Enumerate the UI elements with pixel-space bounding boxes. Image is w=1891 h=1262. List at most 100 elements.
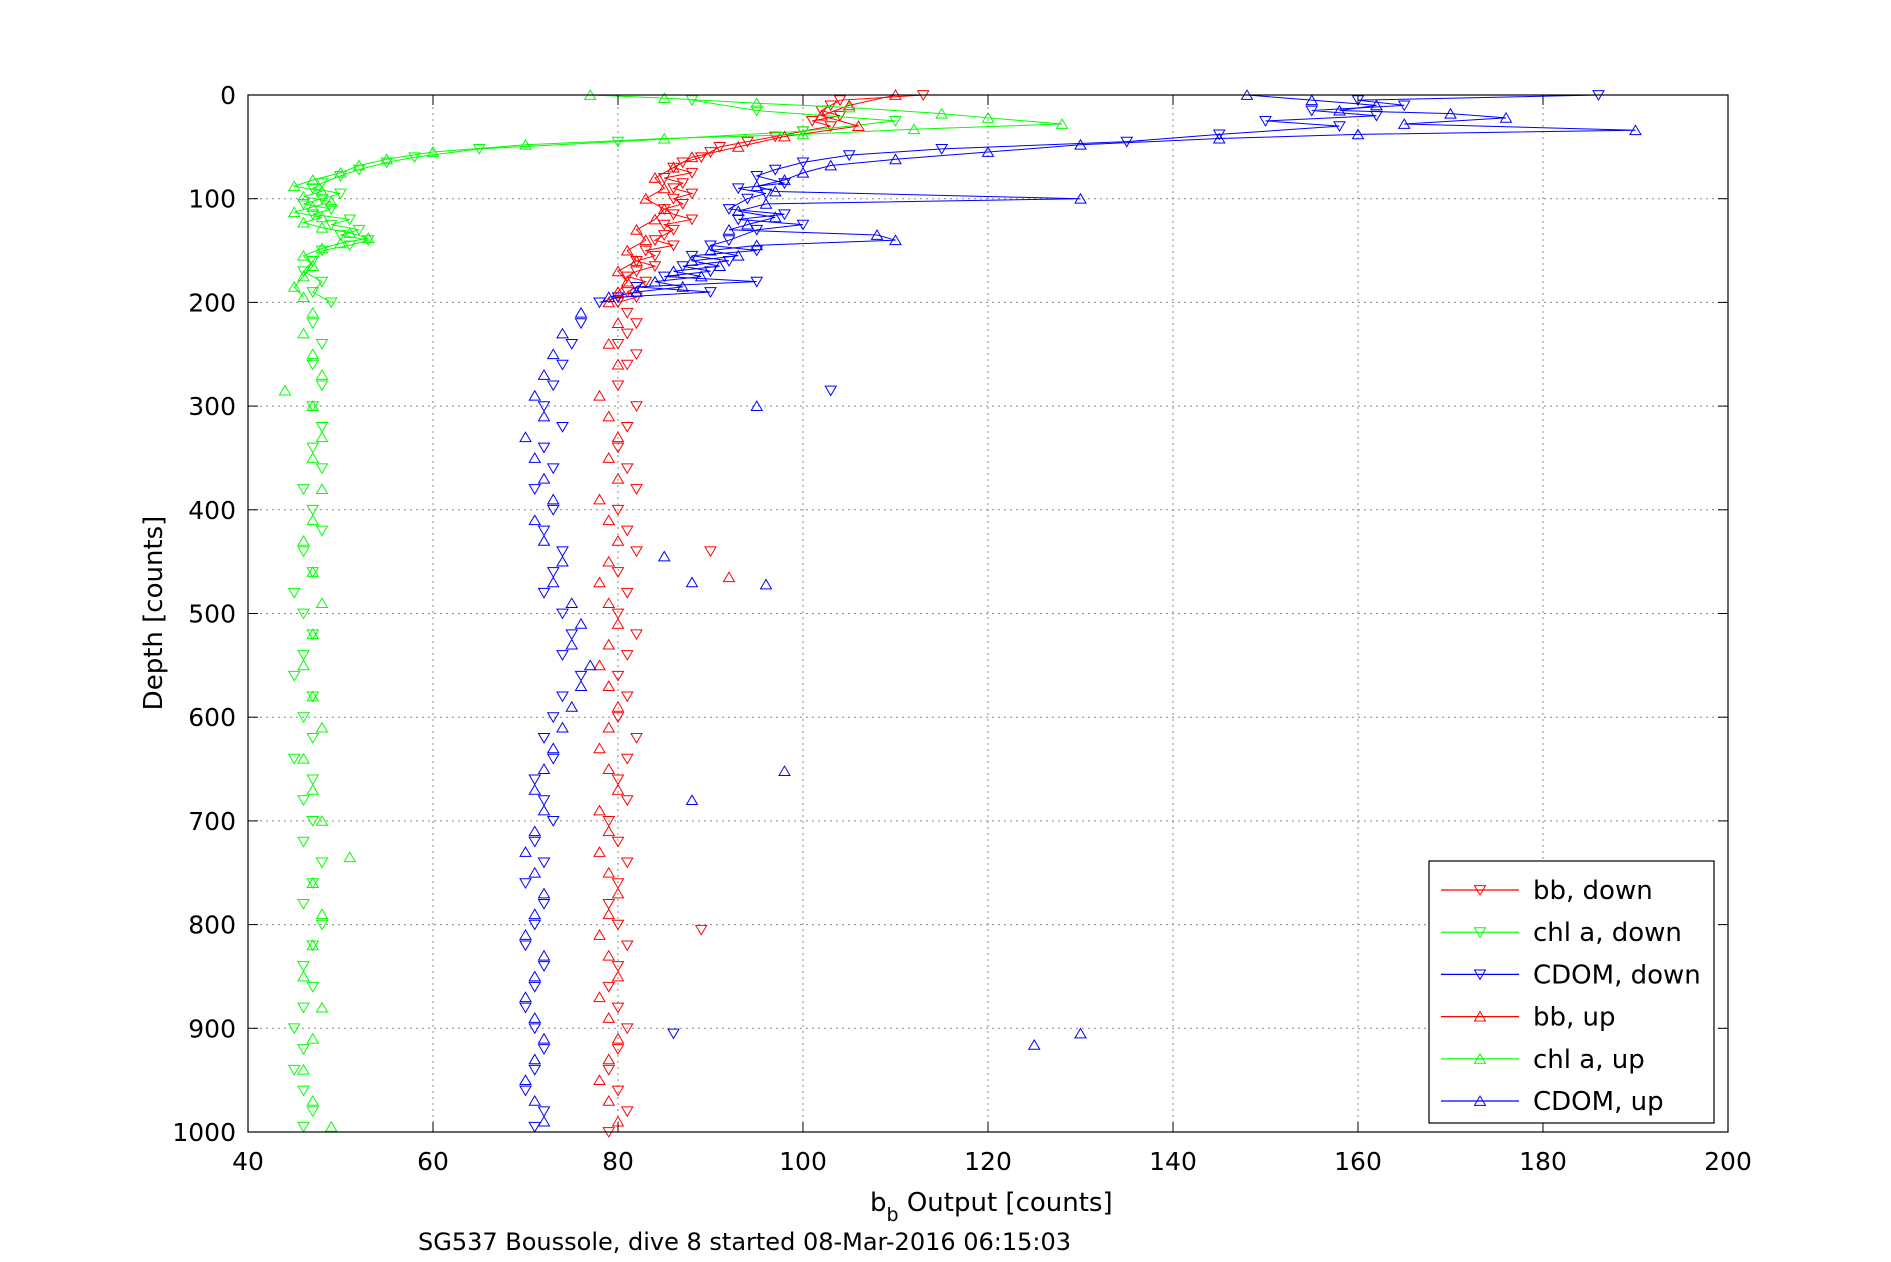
y-tick-label: 700	[188, 807, 236, 836]
x-axis-title-sub: b	[887, 1204, 899, 1226]
data-point	[343, 851, 357, 863]
data-point	[842, 99, 856, 111]
data-point	[667, 183, 680, 195]
data-point	[574, 617, 588, 629]
data-point	[731, 140, 745, 152]
data-point	[611, 286, 625, 297]
data-point	[519, 1074, 532, 1086]
legend-marker	[1473, 1010, 1487, 1022]
data-point	[778, 178, 791, 190]
x-tick-label: 140	[1149, 1147, 1197, 1176]
data-point	[546, 712, 560, 724]
data-point	[657, 219, 671, 231]
data-point	[537, 1044, 551, 1055]
data-point	[611, 712, 625, 724]
data-point	[630, 292, 643, 304]
data-point	[297, 198, 310, 210]
data-point	[824, 159, 838, 171]
data-point	[685, 188, 699, 200]
data-point	[815, 109, 828, 121]
data-point	[694, 270, 708, 282]
data-point	[528, 452, 542, 463]
data-point	[620, 753, 634, 765]
series-line	[599, 94, 1599, 303]
data-point	[306, 174, 320, 185]
data-point	[537, 472, 551, 484]
data-point	[611, 297, 625, 309]
data-point	[306, 183, 320, 195]
data-point	[620, 421, 634, 433]
data-point	[676, 261, 690, 273]
data-point	[528, 389, 542, 401]
data-point	[565, 700, 579, 712]
data-point	[611, 608, 625, 620]
x-tick-label: 40	[232, 1147, 264, 1176]
data-point	[287, 1064, 301, 1076]
data-point	[796, 166, 810, 178]
data-point	[713, 260, 727, 272]
data-point	[408, 152, 421, 164]
data-point	[306, 774, 320, 786]
data-point	[602, 291, 616, 303]
data-point	[315, 185, 329, 197]
data-point	[620, 244, 634, 256]
data-point	[297, 270, 310, 282]
data-point	[620, 691, 634, 703]
data-point	[685, 250, 699, 262]
data-point	[546, 493, 560, 505]
data-point	[287, 180, 301, 192]
data-point	[519, 431, 532, 443]
data-point	[620, 463, 634, 475]
data-point	[528, 825, 542, 837]
data-point	[528, 836, 542, 848]
data-point	[657, 92, 671, 104]
data-point	[620, 857, 634, 869]
data-point	[306, 442, 320, 454]
data-point	[731, 183, 745, 195]
data-point	[287, 280, 301, 292]
data-point	[315, 245, 329, 257]
legend-label: bb, down	[1533, 876, 1653, 906]
data-point	[611, 431, 625, 443]
data-point	[1074, 192, 1087, 204]
data-point	[546, 753, 560, 765]
data-point	[796, 126, 810, 138]
data-point	[602, 898, 616, 910]
data-point	[343, 226, 357, 238]
legend-marker	[1473, 927, 1487, 939]
data-point	[306, 628, 320, 640]
data-point	[556, 608, 569, 620]
data-point	[704, 287, 717, 298]
data-point	[556, 327, 569, 339]
data-point	[306, 733, 320, 744]
data-point	[297, 650, 310, 661]
data-point	[750, 97, 764, 109]
series-5	[519, 89, 1642, 1127]
data-point	[611, 265, 625, 277]
data-point	[778, 130, 791, 142]
data-point	[315, 221, 329, 233]
series-line	[608, 94, 896, 303]
data-point	[593, 1074, 606, 1086]
data-point	[297, 266, 310, 278]
data-point	[352, 224, 366, 236]
data-point	[306, 816, 320, 827]
data-point	[620, 307, 634, 319]
data-point	[315, 242, 329, 254]
data-point	[297, 1002, 310, 1014]
data-point	[315, 525, 329, 537]
data-point	[537, 887, 551, 899]
data-point	[611, 442, 625, 454]
data-point	[750, 170, 764, 182]
data-point	[870, 229, 884, 240]
data-point	[519, 940, 532, 952]
x-tick-label: 80	[602, 1147, 634, 1176]
data-point	[565, 338, 579, 350]
data-point	[648, 261, 662, 273]
data-point	[611, 887, 625, 899]
y-axis-title: Depth [counts]	[139, 516, 169, 711]
data-point	[324, 297, 338, 309]
data-point	[630, 349, 643, 361]
data-point	[750, 180, 764, 192]
data-point	[537, 442, 551, 454]
